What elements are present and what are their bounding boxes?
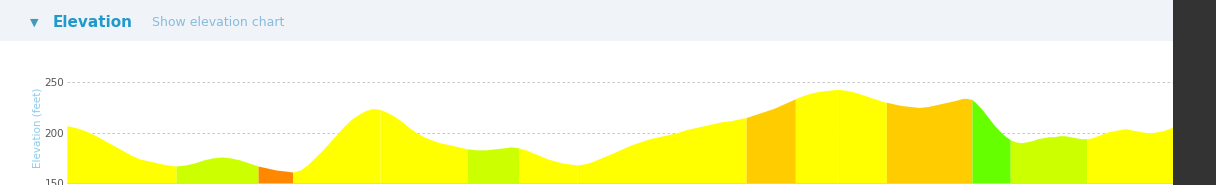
Text: Elevation: Elevation [52,15,133,30]
Text: Show elevation chart: Show elevation chart [152,16,285,29]
Y-axis label: Elevation (feet): Elevation (feet) [33,88,43,168]
Text: ▼: ▼ [30,17,39,27]
Legend: -3%, -1%, 0%, 1%, 3%: -3%, -1%, 0%, 1%, 3% [530,0,734,17]
